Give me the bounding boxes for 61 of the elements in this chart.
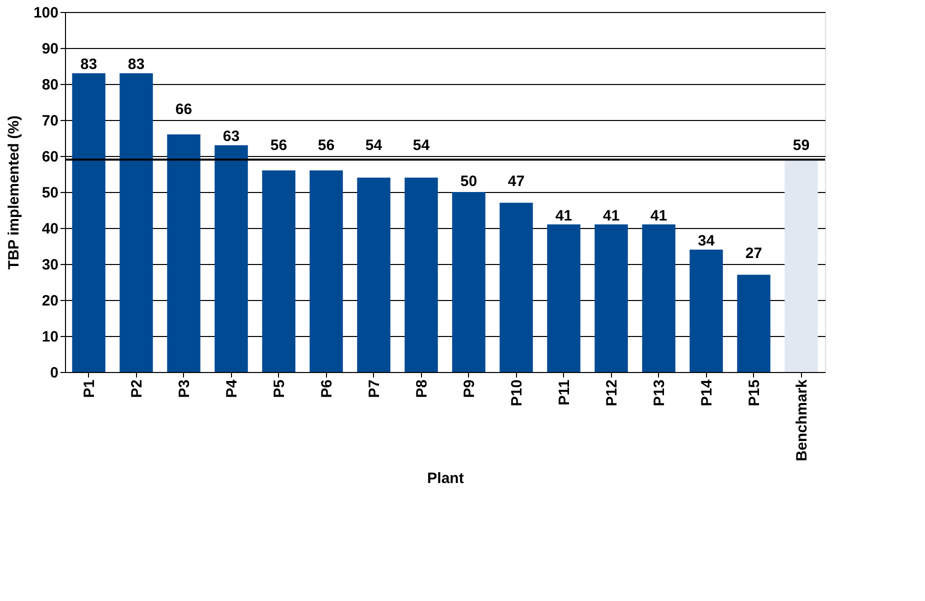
y-tick-label: 10 (42, 328, 58, 346)
bar (72, 73, 106, 372)
y-tick-label: 90 (42, 40, 58, 58)
data-label: 47 (508, 172, 525, 190)
x-axis-title: Plant (427, 470, 464, 488)
x-tick-label: P3 (176, 380, 193, 398)
x-tick-label: P7 (366, 380, 383, 398)
x-tick-label: P15 (746, 380, 763, 406)
y-tick-label: 30 (42, 256, 58, 274)
bar (500, 202, 533, 372)
bar (547, 224, 580, 372)
x-tick-label: P11 (556, 380, 573, 406)
bar (737, 274, 770, 372)
y-axis-title: TBP implemented (%) (5, 116, 22, 270)
y-tick-label: 40 (42, 220, 58, 238)
data-label: 54 (365, 136, 383, 154)
data-label: 56 (318, 136, 335, 154)
data-label: 56 (270, 136, 288, 154)
x-tick-label: P8 (413, 380, 430, 398)
bar (404, 178, 438, 372)
x-tick-label: P1 (80, 380, 98, 398)
x-tick-label: P9 (460, 380, 478, 398)
x-tick-label: Benchmark (793, 378, 810, 462)
data-label: 63 (222, 128, 240, 146)
x-tick-label: P13 (650, 380, 668, 406)
bar (594, 224, 628, 372)
x-tick-label: P2 (128, 380, 146, 398)
bar (784, 160, 818, 372)
bar (452, 192, 486, 372)
data-label: 83 (80, 56, 98, 74)
x-tick-label: P4 (223, 378, 240, 398)
data-label: 27 (745, 244, 762, 262)
data-label: 83 (128, 56, 145, 74)
bar (262, 170, 296, 372)
y-tick-label: 20 (42, 292, 58, 310)
x-tick-label: P6 (318, 380, 336, 398)
x-tick-label: P5 (270, 380, 288, 398)
data-label: 41 (650, 207, 668, 224)
data-label: 41 (602, 207, 620, 224)
bar (167, 134, 200, 372)
y-tick-label: 50 (42, 184, 58, 202)
y-tick-label: 70 (42, 112, 58, 130)
bar (357, 178, 390, 372)
bar (310, 170, 343, 372)
y-tick-label: 100 (33, 4, 58, 22)
y-tick-label: 60 (42, 148, 58, 166)
data-label: 59 (792, 136, 810, 154)
x-tick-label: P14 (698, 378, 716, 406)
bar (690, 250, 723, 372)
bar (120, 73, 153, 372)
bar (214, 145, 248, 372)
data-label: 66 (175, 100, 192, 118)
data-label: 54 (412, 136, 430, 154)
data-label: 34 (698, 232, 716, 250)
y-tick-label: 80 (42, 76, 58, 94)
x-tick-label: P10 (508, 380, 526, 406)
y-tick-label: 0 (50, 364, 58, 382)
bar (642, 224, 676, 372)
data-label: 41 (555, 207, 572, 224)
data-label: 50 (460, 172, 478, 190)
x-tick-label: P12 (603, 380, 620, 406)
